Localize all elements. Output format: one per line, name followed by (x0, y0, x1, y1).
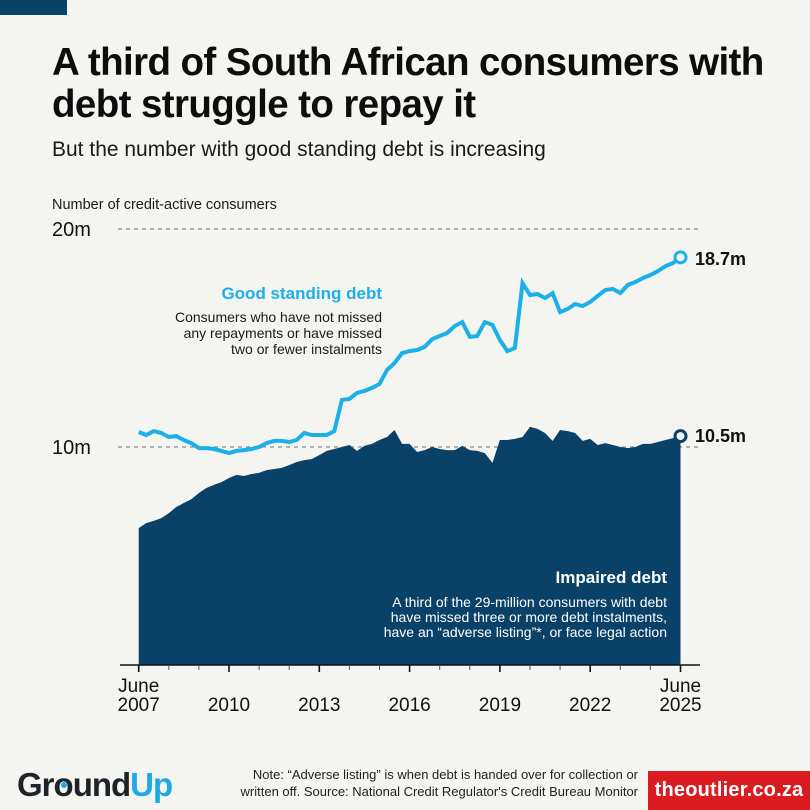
y-tick-label: 20m (52, 219, 91, 241)
good-standing-end-marker (673, 250, 688, 265)
aperture-dot-icon (60, 782, 67, 788)
chart-subtitle: But the number with good standing debt i… (52, 138, 546, 161)
annotation-layer: Good standing debt Consumers who have no… (175, 249, 746, 640)
x-tick-label: 2022 (569, 695, 611, 716)
x-tick-label-month: June (660, 676, 701, 697)
x-tick-label: 2013 (298, 695, 340, 716)
x-tick-label: 2007 (118, 695, 160, 716)
good-standing-debt-line (137, 255, 682, 456)
groundup-logo-up: Up (130, 766, 173, 803)
groundup-logo-text: und (72, 766, 131, 803)
groundup-logo-aperture: o (54, 766, 74, 804)
impaired-legend-label: Impaired debt (556, 568, 668, 587)
good-standing-description-line: Consumers who have not missed (175, 309, 382, 325)
impaired-area-layer (138, 426, 681, 665)
x-tick-label: 2019 (479, 695, 521, 716)
good-standing-line-layer (137, 250, 688, 456)
good-standing-description-line: two or fewer instalments (231, 341, 382, 357)
groundup-logo-text: Gr (17, 766, 55, 803)
source-note-line: Note: “Adverse listing” is when debt is … (252, 767, 638, 782)
x-tick-label-month: June (118, 676, 159, 697)
source-note-line: written off. Source: National Credit Reg… (240, 784, 638, 799)
impaired-description-line: have missed three or more debt instalmen… (391, 609, 667, 625)
good-standing-description-line: any repayments or have missed (184, 325, 382, 341)
top-accent-bar (0, 0, 67, 15)
groundup-logo: GroundUp (17, 766, 173, 804)
good-standing-end-value-label: 18.7m (695, 249, 746, 269)
good-standing-legend-label: Good standing debt (221, 284, 382, 303)
outlier-logo: theoutlier.co.za (648, 771, 810, 810)
chart-title: A third of South African consumers with … (52, 41, 764, 126)
impaired-end-marker (673, 429, 688, 444)
y-axis-title: Number of credit-active consumers (52, 197, 277, 213)
impaired-description-line: A third of the 29-million consumers with… (392, 594, 667, 610)
x-tick-label: 2010 (208, 695, 250, 716)
source-note: Note: “Adverse listing” is when debt is … (198, 766, 638, 800)
x-tick-label: 2016 (388, 695, 430, 716)
x-tick-label: 2025 (659, 695, 701, 716)
impaired-end-value-label: 10.5m (695, 426, 746, 446)
impaired-debt-area (138, 426, 681, 665)
impaired-description-line: have an “adverse listing”*, or face lega… (384, 624, 667, 640)
y-tick-label: 10m (52, 437, 91, 459)
